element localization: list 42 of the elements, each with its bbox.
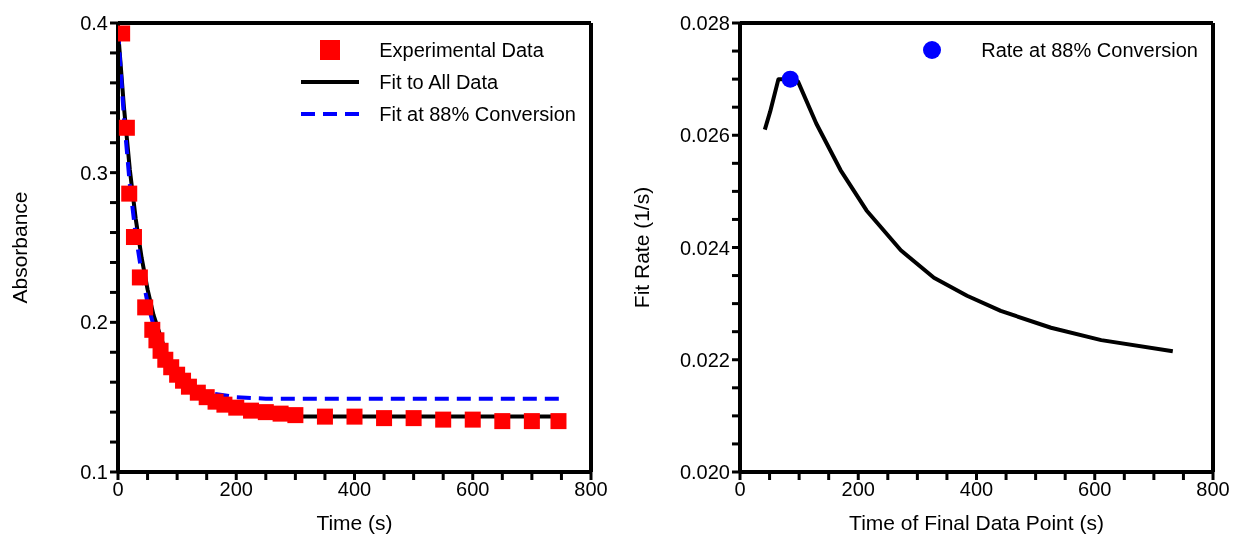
x-tick-label: 600: [456, 478, 490, 501]
y-tick-label: 0.026: [679, 124, 730, 147]
point: [550, 413, 567, 430]
x-tick-label: 400: [959, 478, 994, 501]
point: [131, 269, 148, 286]
legend-label: Fit to All Data: [379, 70, 499, 94]
x-tick-label: 600: [1078, 478, 1112, 501]
x-axis-title: Time of Final Data Point (s): [849, 511, 1104, 534]
y-tick-label: 0.020: [679, 461, 730, 484]
x-tick-label: 200: [841, 478, 875, 501]
point: [405, 410, 422, 427]
x-axis-title: Time (s): [316, 511, 393, 534]
y-axis-title: Absorbance: [8, 191, 32, 304]
point: [125, 229, 142, 246]
y-tick-label: 0.1: [80, 461, 108, 484]
y-tick-label: 0.2: [80, 311, 108, 334]
x-tick-label: 800: [574, 478, 608, 501]
x-tick-label: 0: [112, 478, 124, 501]
y-tick-label: 0.022: [679, 348, 730, 371]
point: [121, 185, 138, 202]
x-tick-label: 200: [219, 478, 253, 501]
legend-label: Experimental Data: [379, 38, 544, 62]
point: [346, 408, 363, 425]
y-tick-label: 0.024: [679, 236, 730, 259]
x-tick-label: 0: [734, 478, 746, 501]
point: [118, 119, 135, 136]
y-axis-title: Fit Rate (1/s): [630, 186, 654, 309]
point: [523, 413, 540, 430]
y-tick-label: 0.3: [80, 161, 108, 184]
x-tick-label: 800: [1196, 478, 1230, 501]
point: [494, 413, 511, 430]
point: [287, 407, 304, 424]
y-tick-label: 0.4: [80, 12, 108, 35]
x-tick-label: 400: [337, 478, 372, 501]
point: [464, 411, 481, 428]
legend-label: Rate at 88% Conversion: [981, 38, 1198, 62]
legend-label: Fit at 88% Conversion: [379, 102, 576, 126]
y-tick-label: 0.028: [679, 12, 730, 35]
point: [435, 411, 452, 428]
point: [137, 299, 154, 316]
point: [376, 410, 393, 427]
point: [316, 408, 333, 425]
